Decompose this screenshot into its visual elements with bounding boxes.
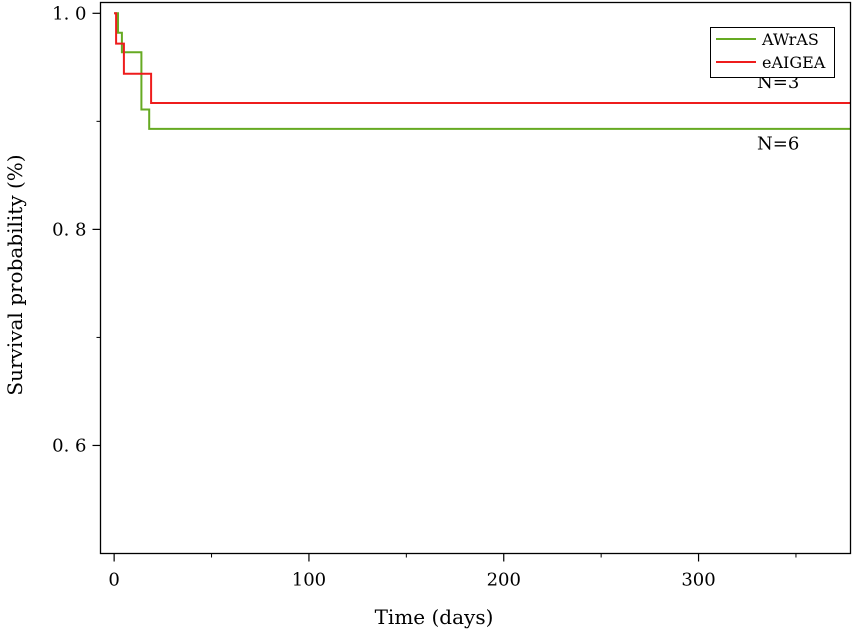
- y-axis-ticks: 0. 6 0. 8 1. 0: [52, 3, 101, 456]
- legend-label-awras: AWrAS: [761, 30, 819, 49]
- plot-frame: [99, 1, 852, 555]
- series-line-eaigea: [114, 12, 851, 104]
- series-lines: [114, 12, 851, 130]
- x-tick-label: 300: [681, 570, 715, 591]
- y-axis-label: Survival probability (%): [3, 154, 27, 395]
- x-tick-label: 0: [108, 570, 119, 591]
- y-tick-label: 0. 6: [52, 435, 86, 456]
- annotation-label: N=6: [757, 133, 799, 154]
- x-tick-label: 200: [487, 570, 521, 591]
- y-tick-label: 1. 0: [52, 3, 86, 24]
- legend-box: [710, 27, 835, 78]
- legend: AWrAS eAIGEA: [710, 27, 835, 78]
- x-axis-label: Time (days): [375, 605, 494, 629]
- y-tick-label: 0. 8: [52, 219, 86, 240]
- legend-label-eaigea: eAIGEA: [762, 53, 826, 72]
- x-tick-label: 100: [292, 570, 326, 591]
- series-line-awras: [114, 12, 851, 130]
- annotations: N=3N=6: [757, 72, 799, 155]
- x-axis-ticks: 0 100 200 300: [108, 553, 797, 591]
